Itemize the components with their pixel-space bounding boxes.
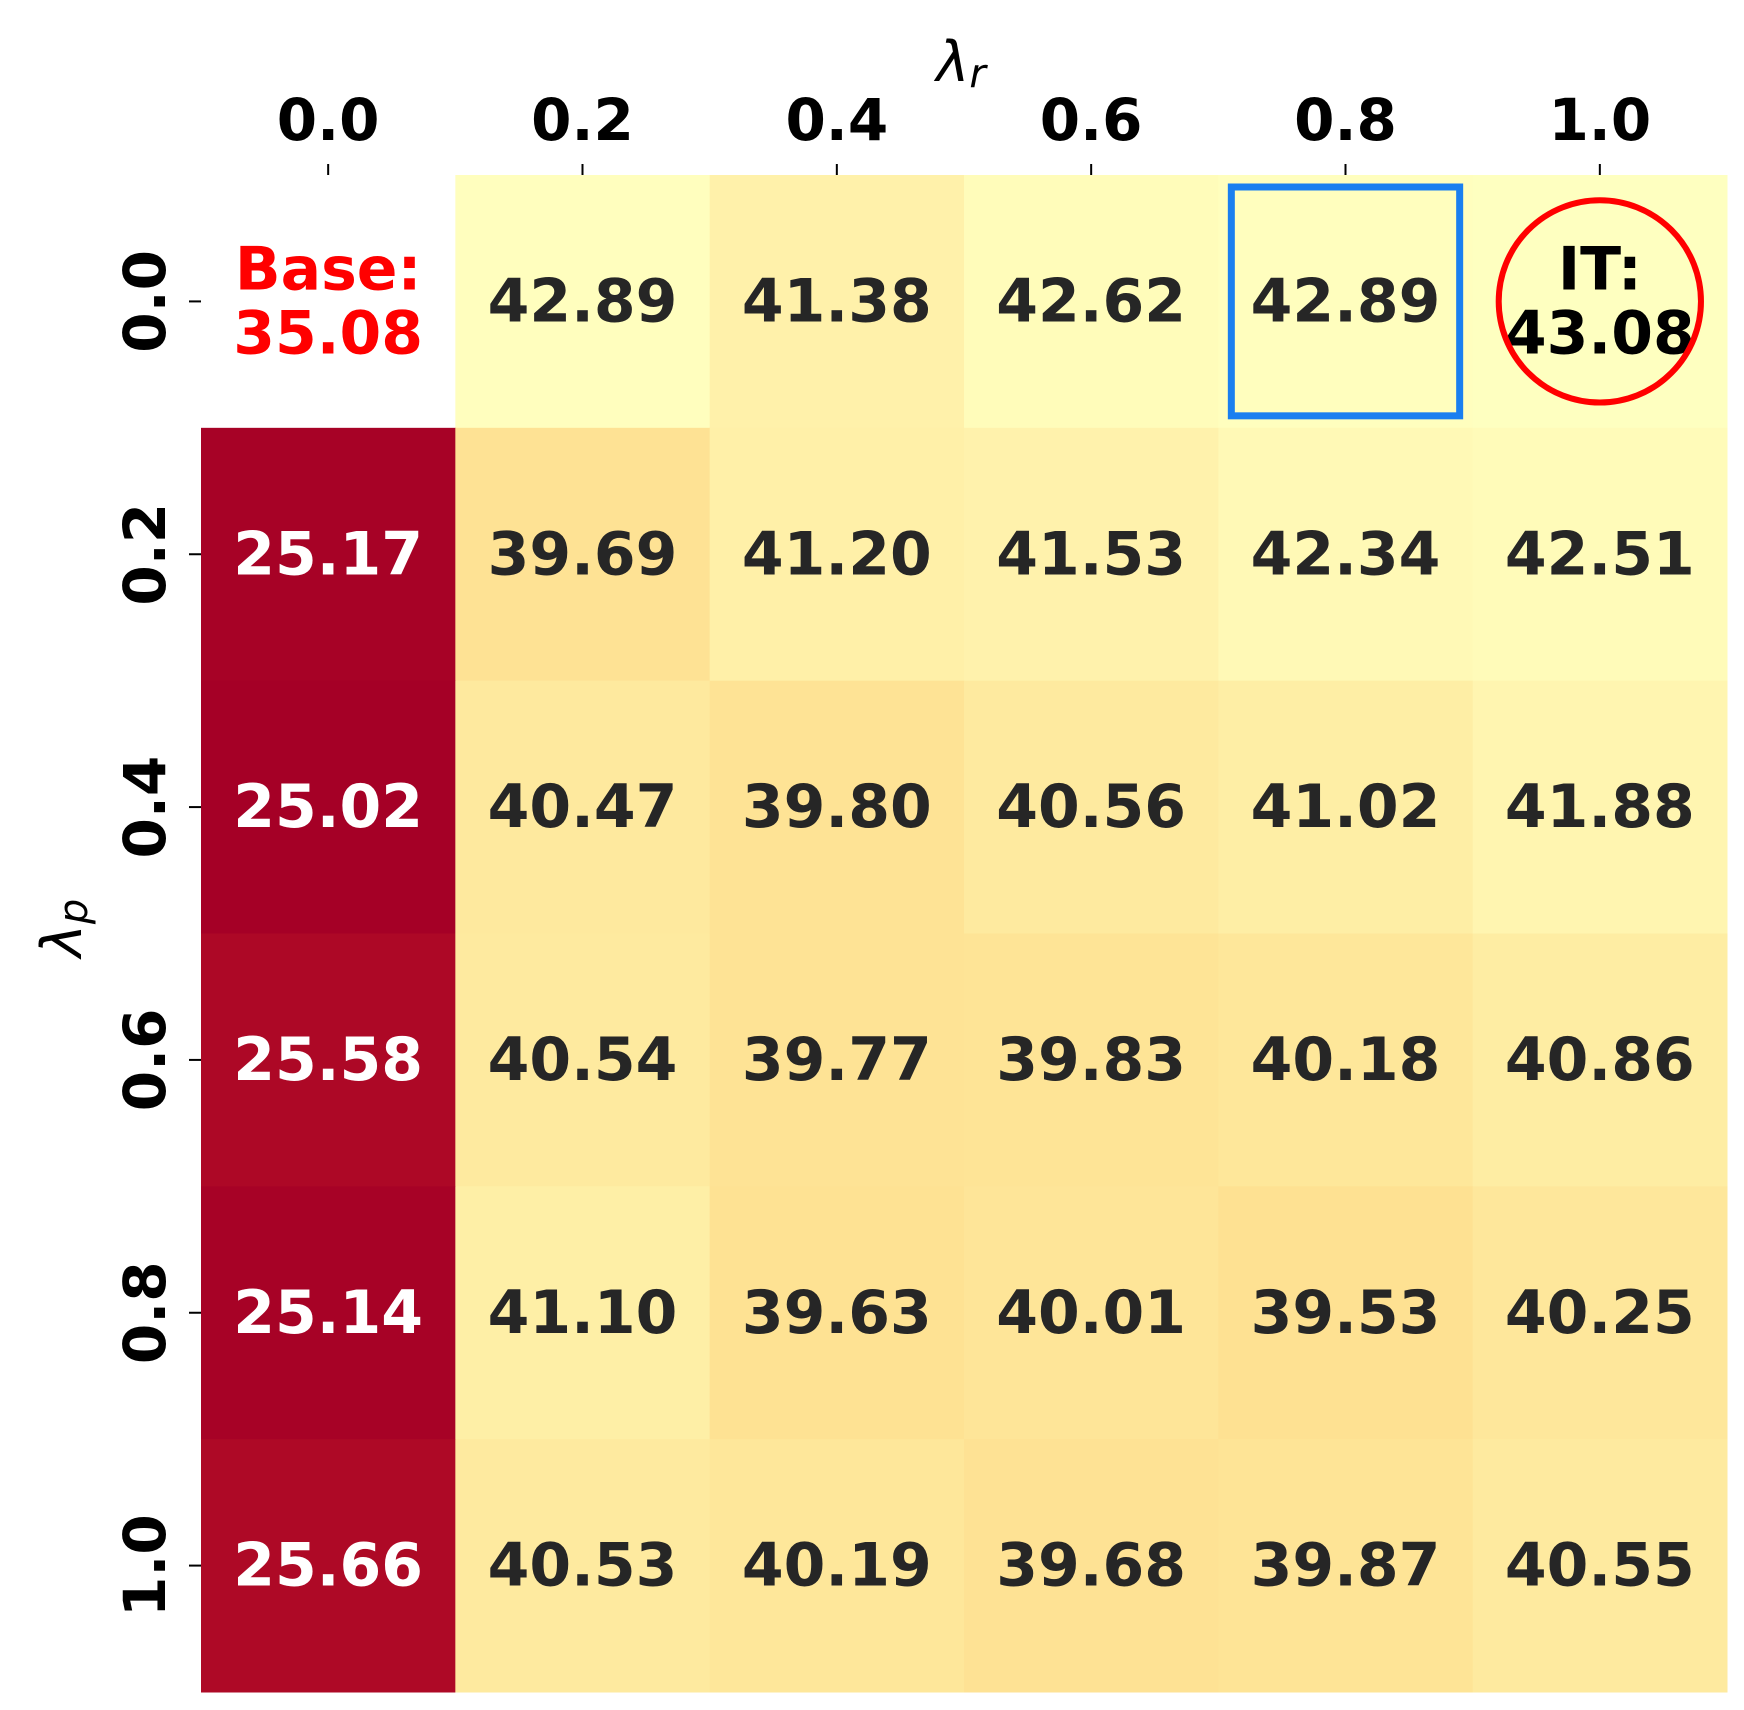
heatmap-cell [201, 1186, 456, 1440]
cell-label: 25.17 [233, 519, 423, 589]
heatmap-cell [455, 1439, 711, 1693]
heatmap-cell [1218, 680, 1474, 934]
y-tick-label: 0.8 [111, 1261, 179, 1364]
cell-label: 41.88 [1505, 772, 1695, 842]
cell-label: 39.77 [742, 1025, 932, 1095]
cell-label: 41.10 [488, 1278, 678, 1348]
heatmap-cell [201, 1439, 456, 1693]
cell-label: 40.55 [1505, 1531, 1695, 1601]
cell-label: 41.53 [996, 519, 1186, 589]
cell-label: 40.47 [488, 772, 678, 842]
heatmap-cell [455, 1186, 711, 1440]
heatmap-cell [455, 933, 711, 1187]
heatmap-cell [964, 1186, 1219, 1440]
annotation-value: 35.08 [233, 298, 423, 368]
highlight-box [1227, 183, 1464, 420]
heatmap-cell [1472, 427, 1728, 682]
heatmap-cell [709, 1186, 965, 1440]
cell-label: 39.63 [742, 1278, 932, 1348]
cell-label: 42.62 [996, 266, 1186, 336]
heatmap-cell [1472, 175, 1728, 429]
cell-label: 42.51 [1505, 519, 1695, 589]
heatmap-cell [1472, 680, 1728, 934]
cell-label: 40.54 [488, 1025, 678, 1095]
heatmap-cell [1472, 1439, 1728, 1693]
x-tick-label: 0.6 [1040, 86, 1143, 154]
cell-label: 41.02 [1251, 772, 1441, 842]
heatmap-cell [455, 175, 711, 429]
cell-label: IT: 43.08 [1505, 234, 1695, 368]
cell-label: 41.20 [742, 519, 932, 589]
y-tick-label: 1.0 [111, 1514, 179, 1617]
x-tick-label: 0.4 [785, 86, 888, 154]
heatmap-cell [201, 933, 456, 1187]
heatmap-cell [1472, 1186, 1728, 1440]
cell-label: 39.68 [996, 1531, 1186, 1601]
cell-label: 40.86 [1505, 1025, 1695, 1095]
heatmap-cell [964, 680, 1219, 934]
x-tick-label: 1.0 [1548, 86, 1651, 154]
heatmap-cell [1218, 427, 1474, 682]
heatmap-cell [1218, 933, 1474, 1187]
cell-label: 42.34 [1251, 519, 1441, 589]
heatmap-cell [201, 427, 456, 682]
cell-label: 39.69 [488, 519, 678, 589]
cell-label: 25.66 [233, 1531, 423, 1601]
x-axis-label: λr [933, 30, 988, 98]
y-tick-label: 0.2 [111, 503, 179, 606]
heatmap-cell [1218, 1439, 1474, 1693]
heatmap-cell [1218, 175, 1474, 429]
y-tick-label: 0.6 [111, 1009, 179, 1112]
cell-label: 39.53 [1251, 1278, 1441, 1348]
y-axis-label: λp [30, 899, 98, 961]
x-tick-label: 0.8 [1294, 86, 1397, 154]
cell-label: 25.14 [233, 1278, 423, 1348]
x-tick-label: 0.2 [531, 86, 634, 154]
cell-label: 40.18 [1251, 1025, 1441, 1095]
cell-label: 40.53 [488, 1531, 678, 1601]
heatmap-cell [709, 680, 965, 934]
heatmap-cell [709, 427, 965, 682]
y-tick-label: 0.0 [111, 250, 179, 353]
cell-label: 41.38 [742, 266, 932, 336]
y-tick-label: 0.4 [111, 756, 179, 859]
heatmap-cell [964, 1439, 1219, 1693]
heatmap-cell [709, 175, 965, 429]
cell-label: 42.89 [488, 266, 678, 336]
heatmap-cell [964, 427, 1219, 682]
annotation-text: Base: [235, 234, 422, 304]
cell-label: 39.87 [1251, 1531, 1441, 1601]
cell-label: 25.58 [233, 1025, 423, 1095]
heatmap-cell [709, 933, 965, 1187]
heatmap-cell [455, 680, 711, 934]
cell-label: 40.56 [996, 772, 1186, 842]
cell-label: 40.25 [1505, 1278, 1695, 1348]
highlight-circle [1495, 197, 1704, 406]
heatmap-cell [455, 427, 711, 682]
heatmap-cell [964, 933, 1219, 1187]
heatmap-cell [1218, 1186, 1474, 1440]
cell-label: 25.02 [233, 772, 423, 842]
cell-label: 40.19 [742, 1531, 932, 1601]
heatmap-cell [709, 1439, 965, 1693]
heatmap-cell [1472, 933, 1728, 1187]
cell-label: 40.01 [996, 1278, 1186, 1348]
cell-label: 42.89 [1251, 266, 1441, 336]
cell-label: 39.80 [742, 772, 932, 842]
cell-label: 39.83 [996, 1025, 1186, 1095]
x-tick-label: 0.0 [277, 86, 380, 154]
heatmap-cell [201, 680, 456, 934]
heatmap-cell [964, 175, 1219, 429]
